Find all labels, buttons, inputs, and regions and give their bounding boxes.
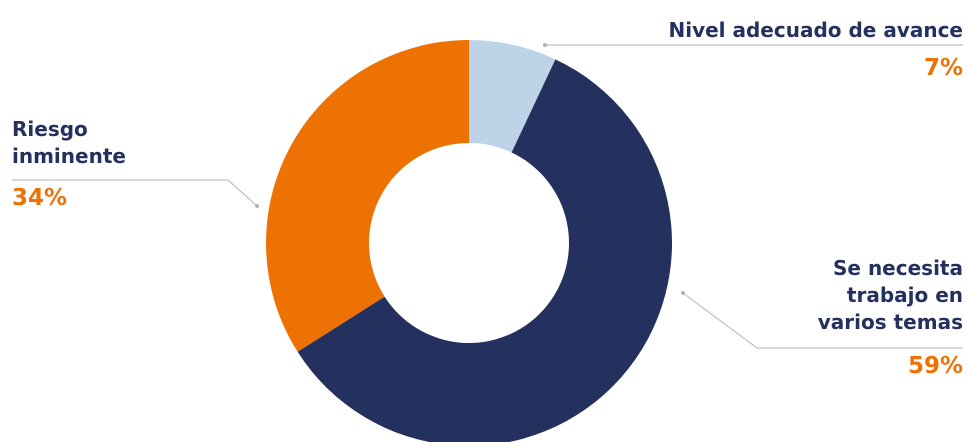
- slice-label-se-necesita: Se necesita trabajo en varios temas: [743, 255, 963, 336]
- slice-se-necesita: [297, 59, 672, 442]
- leader-line-se-necesita-dot: [681, 291, 685, 295]
- slice-label-line: inminente: [12, 144, 126, 168]
- slice-label-line: Riesgo: [12, 117, 88, 141]
- slice-label-riesgo-inminente: Riesgo inminente: [12, 116, 212, 170]
- slice-percent-nivel-adecuado: 7%: [923, 55, 963, 81]
- slice-label-line: Nivel adecuado de avance: [668, 18, 963, 42]
- slice-percent-se-necesita: 59%: [907, 353, 963, 379]
- leader-line-riesgo-inminente-dot: [255, 204, 259, 208]
- slice-label-line: Se necesita: [833, 256, 963, 280]
- leader-lines: [12, 43, 963, 349]
- slice-label-line: trabajo en: [846, 283, 963, 307]
- slice-label-nivel-adecuado: Nivel adecuado de avance: [543, 17, 963, 44]
- slice-nivel-adecuado: [469, 40, 556, 153]
- slice-percent-riesgo-inminente: 34%: [12, 185, 68, 211]
- leader-line-riesgo-inminente: [12, 179, 258, 207]
- leader-line-nivel-adecuado-dot: [543, 43, 547, 47]
- donut-slices: [266, 40, 672, 442]
- slice-riesgo-inminente: [266, 40, 469, 352]
- slice-label-line: varios temas: [817, 310, 963, 334]
- leader-line-se-necesita: [682, 292, 963, 349]
